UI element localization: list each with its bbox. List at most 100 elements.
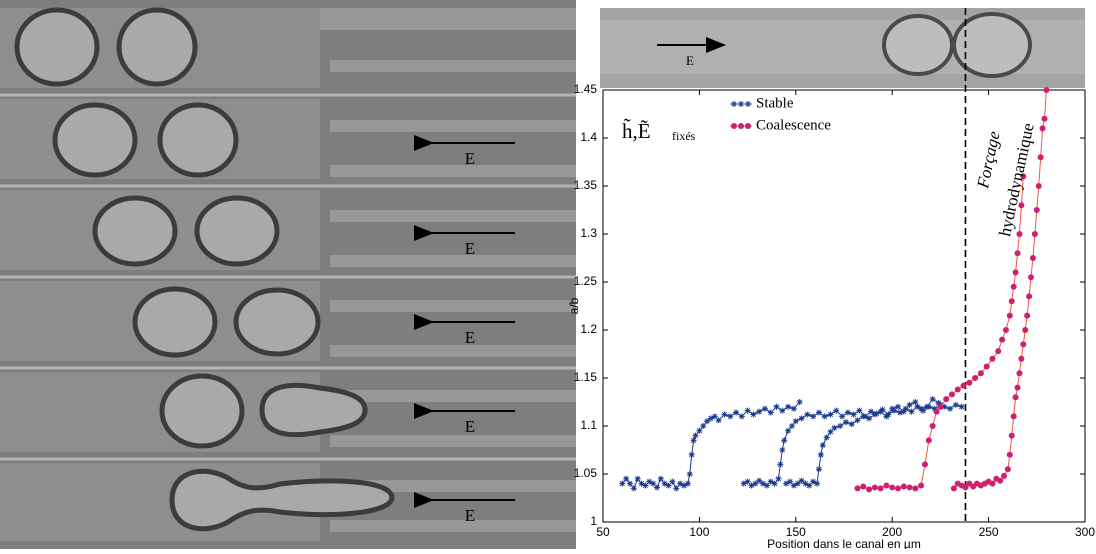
point (756, 477, 763, 484)
point (1010, 283, 1017, 290)
point (788, 423, 795, 429)
y-tick-label: 1.05 (574, 466, 598, 480)
point (767, 478, 774, 485)
point (873, 410, 880, 417)
x-tick-label: 300 (1075, 525, 1095, 539)
point (785, 427, 792, 434)
point (1012, 394, 1019, 401)
point (669, 478, 676, 485)
point (925, 437, 932, 444)
point (866, 415, 873, 422)
field-label: E (465, 506, 475, 525)
point (790, 405, 797, 412)
point (983, 363, 990, 370)
point (1026, 293, 1033, 300)
y-axis-label: a/b (567, 297, 581, 314)
point (634, 475, 641, 482)
point (954, 386, 961, 393)
point (977, 370, 984, 377)
point (690, 437, 697, 444)
point (814, 480, 821, 487)
point (815, 409, 822, 416)
point (900, 408, 907, 415)
point (1033, 207, 1040, 213)
point (623, 475, 630, 482)
point (750, 411, 757, 418)
point (871, 411, 878, 418)
point (738, 413, 745, 420)
y-tick-label: 1.25 (574, 274, 598, 288)
field-label: E (465, 149, 475, 168)
point (756, 408, 763, 415)
point (952, 401, 959, 408)
point (677, 480, 684, 487)
x-tick-label: 50 (596, 525, 610, 539)
point (1001, 472, 1008, 479)
point (960, 382, 967, 389)
point (785, 403, 792, 410)
point (748, 482, 755, 489)
point (696, 427, 703, 434)
point (889, 484, 896, 491)
point (883, 413, 890, 420)
point (796, 399, 803, 405)
legend-marker (745, 101, 751, 107)
legend-label: Stable (756, 95, 794, 111)
point (787, 478, 794, 485)
point (1006, 312, 1013, 319)
point (860, 483, 867, 490)
field-label: E (686, 53, 694, 68)
point (966, 379, 973, 386)
point (638, 480, 645, 487)
legend-label: Coalescence (756, 117, 831, 133)
point (877, 408, 884, 415)
point (1020, 341, 1027, 348)
point (894, 485, 901, 492)
point (630, 485, 637, 492)
point (1004, 466, 1011, 473)
point (704, 418, 711, 425)
point (763, 482, 770, 489)
x-axis-label: Position dans le canal en µm (767, 537, 921, 549)
point (727, 413, 734, 420)
field-label: E (465, 239, 475, 258)
point (810, 478, 817, 485)
point (912, 485, 919, 492)
point (733, 409, 740, 416)
point (752, 480, 759, 487)
point (937, 403, 944, 410)
point (867, 408, 874, 415)
point (931, 405, 938, 412)
point (906, 401, 913, 408)
point (700, 423, 707, 429)
point (854, 485, 861, 492)
point (707, 415, 714, 422)
point (1008, 432, 1015, 439)
annotation: h̃,Ẽ (622, 118, 651, 143)
annotation: fixés (672, 129, 696, 143)
legend-marker (731, 123, 737, 129)
point (947, 405, 954, 412)
point (806, 482, 813, 489)
point (827, 428, 834, 435)
point (1022, 327, 1029, 333)
point (773, 403, 780, 410)
point (918, 405, 925, 412)
point (781, 437, 788, 444)
point (657, 475, 664, 482)
point (831, 424, 838, 431)
point (1018, 202, 1025, 209)
point (1012, 269, 1019, 276)
point (850, 411, 857, 418)
x-tick-label: 150 (786, 525, 806, 539)
point (902, 405, 909, 412)
point (817, 451, 824, 458)
y-tick-label: 1.4 (580, 130, 597, 144)
point (1020, 173, 1027, 180)
point (760, 480, 767, 487)
legend-marker (731, 101, 737, 107)
point (943, 396, 950, 403)
point (1016, 231, 1023, 237)
